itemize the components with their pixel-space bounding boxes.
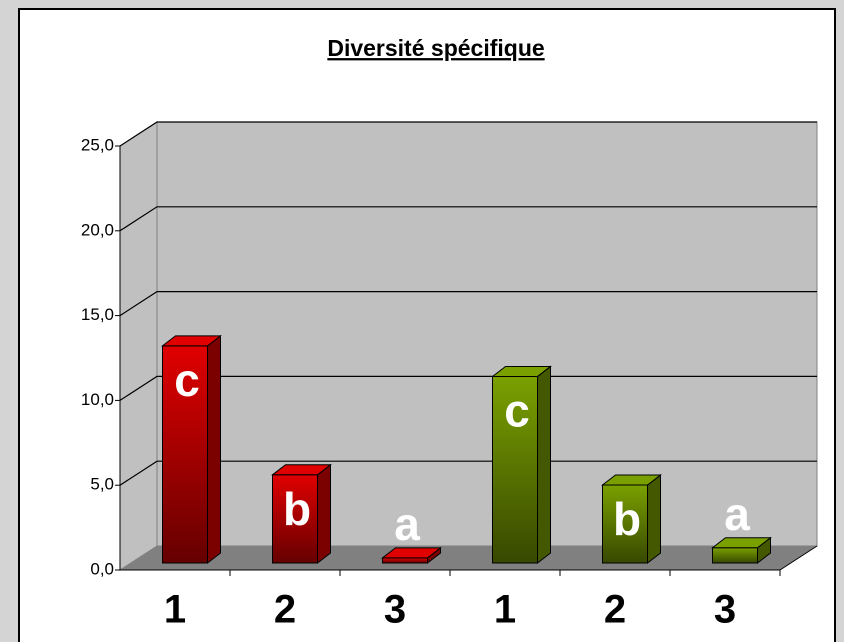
bar-face: [427, 547, 441, 563]
x-tick-label: 3: [384, 588, 406, 632]
bar-face: [491, 365, 552, 377]
x-tick-label: 2: [604, 588, 626, 632]
chart-title: Diversité spécifique: [327, 35, 544, 61]
bar: [381, 546, 442, 565]
bar: [711, 536, 772, 565]
side-wall: [119, 121, 158, 571]
bar-face: [601, 474, 662, 486]
y-tick-label: 20,0: [81, 220, 114, 239]
bar-annotation: b: [283, 483, 311, 535]
bar: [161, 334, 222, 565]
grid-line: [119, 291, 817, 317]
x-tick-label: 2: [274, 588, 296, 632]
bar-annotation: c: [174, 354, 200, 406]
bar-face: [711, 537, 772, 549]
bar-annotation: a: [724, 488, 750, 540]
bar-face: [492, 376, 538, 563]
bar-face: [162, 345, 208, 563]
bar-face: [602, 484, 648, 563]
back-wall: [156, 121, 818, 547]
grid-line: [119, 121, 817, 147]
grid-line: [119, 206, 817, 232]
bar-annotation: a: [394, 498, 420, 550]
grid-line: [119, 375, 817, 401]
bar-face: [382, 557, 428, 563]
x-tick-label: 1: [164, 588, 186, 632]
bar: [601, 473, 662, 565]
y-tick-label: 5,0: [90, 475, 114, 494]
grid-line: [119, 460, 817, 486]
y-tick-label: 0,0: [90, 559, 114, 578]
bar-annotation: c: [504, 385, 530, 437]
x-tick-label: 1: [494, 588, 516, 632]
floor-edge: [779, 545, 818, 571]
bar-face: [272, 474, 318, 563]
bar-face: [161, 335, 222, 347]
bar-face: [271, 464, 332, 476]
bar: [271, 463, 332, 565]
bar-face: [647, 474, 661, 563]
bar-annotation: b: [613, 493, 641, 545]
bar: [491, 365, 552, 565]
y-tick-label: 15,0: [81, 305, 114, 324]
bar-face: [381, 547, 442, 559]
bar-face: [757, 537, 771, 563]
bar-face: [317, 464, 331, 563]
y-tick-label: 10,0: [81, 390, 114, 409]
bar-face: [207, 335, 221, 563]
y-tick-label: 25,0: [81, 135, 114, 154]
bar-face: [537, 366, 551, 563]
bar-face: [712, 547, 758, 563]
x-tick-label: 3: [714, 588, 736, 632]
